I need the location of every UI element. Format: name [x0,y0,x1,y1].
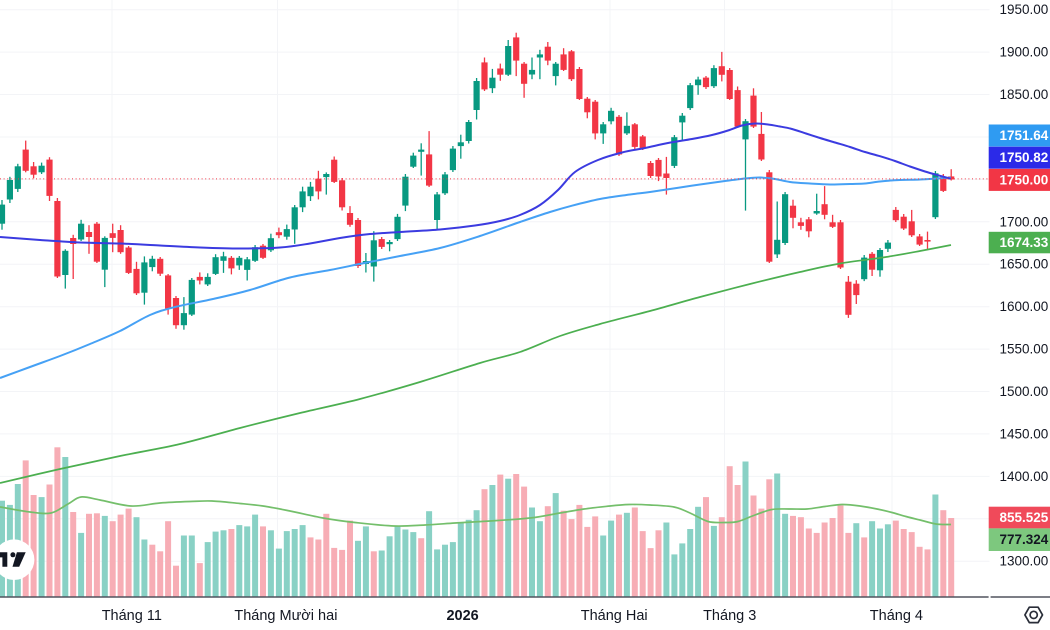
svg-text:Tháng Hai: Tháng Hai [581,608,648,624]
svg-text:1400.00: 1400.00 [1000,469,1049,484]
svg-text:1450.00: 1450.00 [1000,426,1049,441]
svg-text:2026: 2026 [446,608,478,624]
svg-text:1750.82: 1750.82 [1000,150,1049,165]
svg-text:1900.00: 1900.00 [1000,45,1049,60]
svg-text:1700.00: 1700.00 [1000,214,1049,229]
svg-text:777.324: 777.324 [1000,532,1049,547]
svg-text:1600.00: 1600.00 [1000,299,1049,314]
svg-text:1950.00: 1950.00 [1000,2,1049,17]
svg-text:Tháng 11: Tháng 11 [102,608,162,624]
svg-text:1750.00: 1750.00 [1000,172,1049,187]
svg-text:1300.00: 1300.00 [1000,554,1049,569]
svg-text:Tháng 3: Tháng 3 [703,608,756,624]
svg-text:1751.64: 1751.64 [1000,128,1049,143]
svg-text:855.525: 855.525 [1000,510,1049,525]
svg-text:1550.00: 1550.00 [1000,342,1049,357]
svg-text:1500.00: 1500.00 [1000,384,1049,399]
svg-text:Tháng 4: Tháng 4 [870,608,923,624]
svg-text:Tháng Mười hai: Tháng Mười hai [234,608,337,624]
svg-text:1850.00: 1850.00 [1000,87,1049,102]
svg-text:1674.33: 1674.33 [1000,235,1049,250]
svg-text:1650.00: 1650.00 [1000,257,1049,272]
